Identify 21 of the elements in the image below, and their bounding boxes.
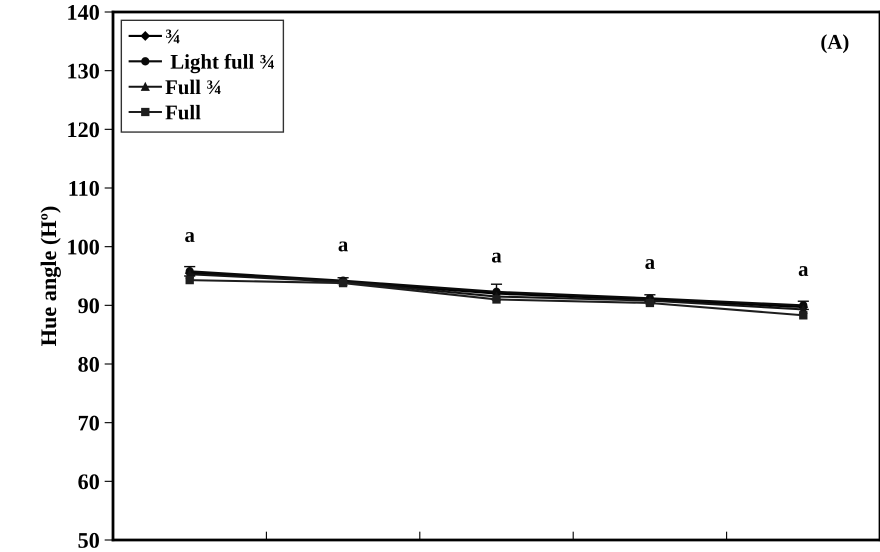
y-tick-label: 130 [68,64,99,79]
data-label: a [185,232,195,242]
y-tick-label: 140 [68,4,99,20]
annotation: (A) [821,34,848,54]
y-tick-label: 70 [78,416,99,431]
legend-label: Full ¾ [165,80,221,94]
data-label: a [492,252,502,263]
y-axis-title: Hue angle (Hº) [40,206,61,346]
data-label: a [338,241,348,252]
legend-label: Full [165,104,201,120]
y-tick-label: 100 [68,240,99,255]
y-tick-label: 120 [68,122,99,138]
y-tick-label: 60 [78,474,99,490]
y-tick-label: 50 [78,532,99,548]
data-label: a [645,259,655,270]
y-tick-label: 90 [78,298,99,314]
y-tick-label: 80 [78,356,99,372]
legend-label: ¾ [166,30,180,44]
y-tick-label: 110 [69,180,99,196]
data-label: a [798,266,808,276]
legend-label: Light full ¾ [170,54,274,74]
